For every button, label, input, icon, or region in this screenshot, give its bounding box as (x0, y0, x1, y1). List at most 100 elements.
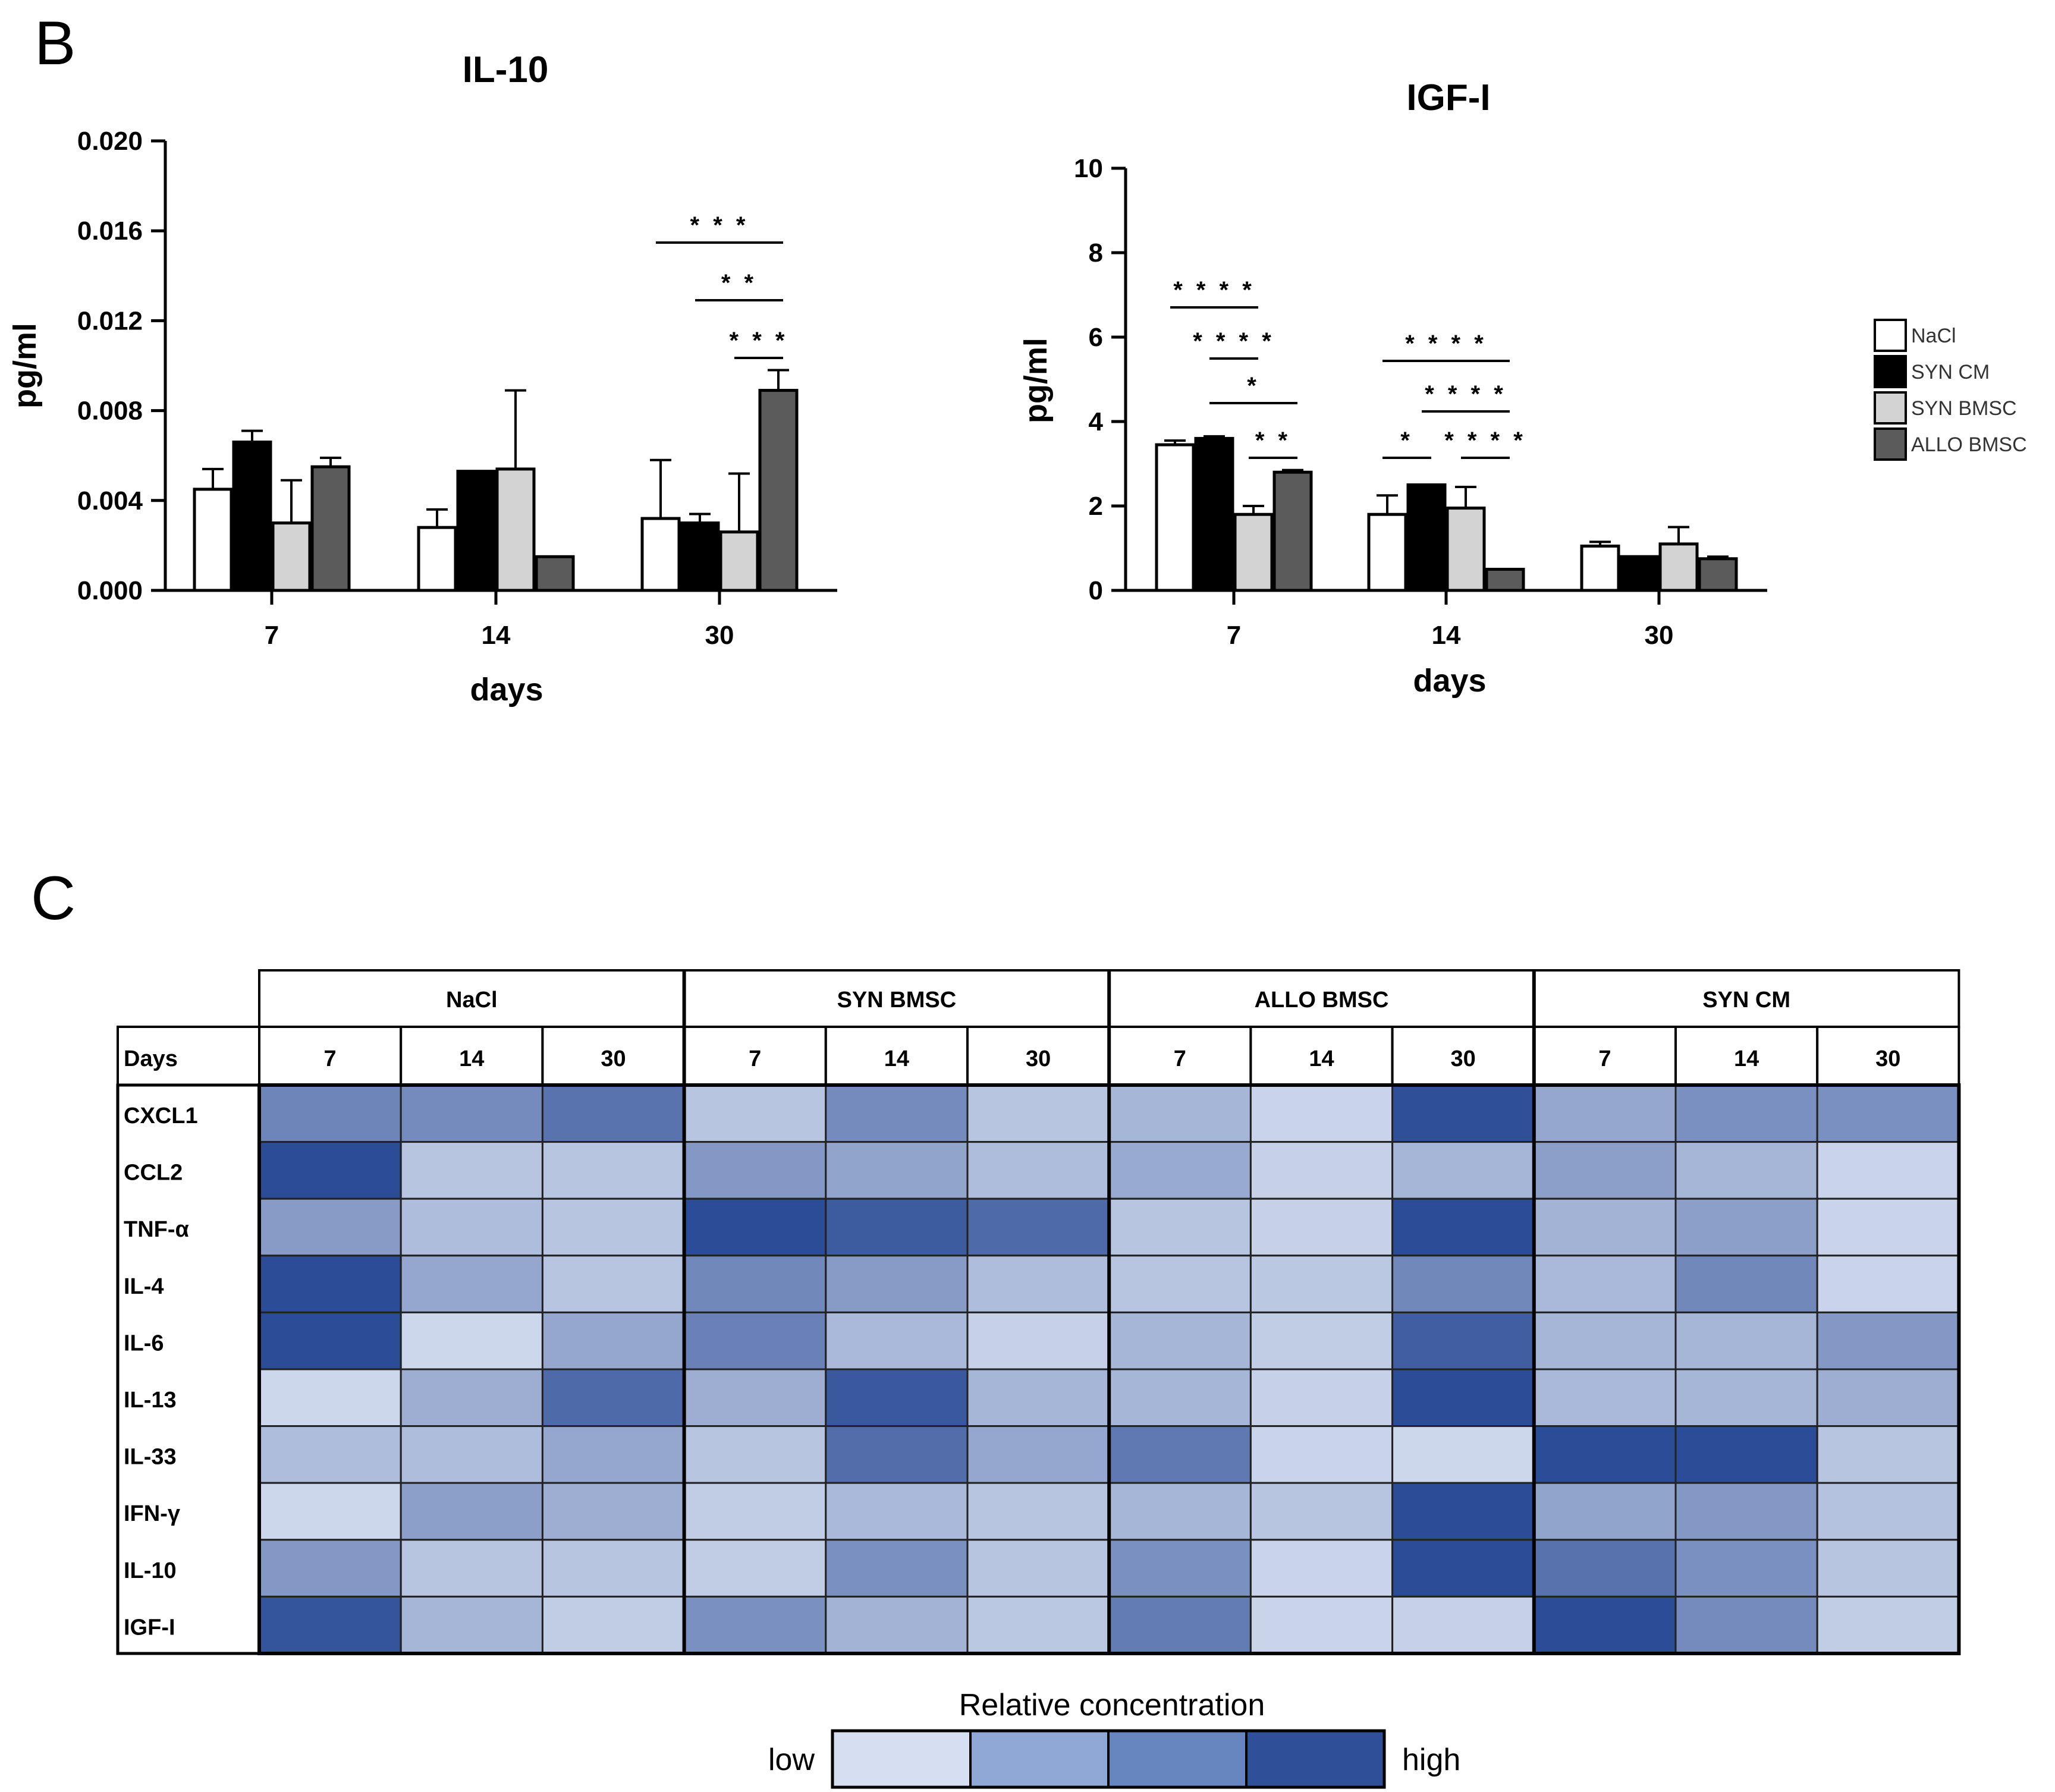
heatmap-cell (400, 1084, 543, 1143)
day-header-cell (1108, 1026, 1252, 1086)
heatmap-cell (1533, 1482, 1677, 1541)
legend-label: SYN BMSC (1911, 397, 2017, 420)
heatmap-cell (1816, 1141, 1960, 1200)
bar-nacl (1580, 544, 1620, 592)
heatmap-cell (683, 1539, 827, 1598)
day-header: 7 (324, 1046, 337, 1071)
group-header-cell (683, 969, 1111, 1028)
y-tick-label: 0.016 (77, 216, 143, 246)
heatmap-cell (966, 1084, 1110, 1143)
heatmap-cell (1816, 1425, 1960, 1484)
heatmap-cell (683, 1482, 827, 1541)
heatmap-cell (1391, 1141, 1535, 1200)
y-tick-label: 0.020 (77, 127, 143, 156)
day-header: 7 (749, 1046, 761, 1071)
day-header: 30 (601, 1046, 626, 1071)
heatmap-cell (966, 1595, 1110, 1655)
heatmap-cell (1533, 1084, 1677, 1143)
heatmap-cell (966, 1311, 1110, 1370)
day-header-cell (1816, 1026, 1960, 1086)
heatmap-cell (825, 1197, 969, 1257)
heatmap-cell (400, 1595, 543, 1655)
bar-nacl (640, 517, 681, 592)
x-tick-label: 30 (705, 621, 734, 650)
significance-label: * * * * (1444, 427, 1526, 454)
heatmap-cell (683, 1368, 827, 1428)
heatmap-cell (1674, 1311, 1818, 1370)
x-tick-label: 30 (1645, 621, 1674, 650)
bar-nacl (1367, 513, 1407, 592)
heatmap-cell (966, 1141, 1110, 1200)
il10-bar-chart: IL-10 pg/ml days 0.000 0.004 0.008 0.012 0.016 0… (7, 49, 837, 708)
heatmap-cell (1249, 1255, 1394, 1313)
bar-allo-bmsc (1698, 557, 1738, 592)
x-axis-label: days (1413, 663, 1486, 699)
heatmap-cell (1674, 1425, 1818, 1484)
bar-syn-cm (1194, 436, 1234, 592)
heatmap-cell (1108, 1539, 1252, 1598)
bar-syn-bmsc (495, 467, 536, 592)
scale-title: Relative concentration (959, 1688, 1265, 1722)
heatmap-cell (1108, 1311, 1252, 1370)
day-header: 14 (1309, 1046, 1334, 1071)
group-header: ALLO BMSC (1255, 988, 1389, 1013)
heatmap-cell (825, 1425, 969, 1484)
scale-swatch (1107, 1730, 1248, 1788)
heatmap-cell (400, 1141, 543, 1200)
heatmap-cell (1816, 1368, 1960, 1428)
heatmap-cell (1249, 1084, 1394, 1143)
significance-label: * (1400, 427, 1413, 454)
significance-label: * * * * (1425, 381, 1507, 407)
heatmap-cell (258, 1539, 402, 1598)
bar-syn-cm (680, 521, 720, 592)
legend: NaCl SYN CM SYN BMSC ALLO BMSC (1874, 319, 2027, 461)
x-tick-label: 7 (1227, 621, 1241, 650)
heatmap-cell (1391, 1255, 1535, 1313)
day-header-cell (683, 1026, 827, 1086)
y-tick-label: 2 (1089, 492, 1103, 521)
bar-allo-bmsc (1272, 470, 1313, 592)
days-label: Days (124, 1046, 178, 1071)
heatmap-cell (400, 1311, 543, 1370)
heatmap-cell (1816, 1311, 1960, 1370)
heatmap-cell (1108, 1255, 1252, 1313)
bar-syn-bmsc (1446, 507, 1486, 592)
group-header: SYN CM (1702, 988, 1790, 1013)
day-header: 30 (1026, 1046, 1051, 1071)
heatmap-cell (966, 1539, 1110, 1598)
heatmap-cell (1816, 1197, 1960, 1257)
heatmap-cell (1674, 1197, 1818, 1257)
heatmap-cell (683, 1255, 827, 1313)
heatmap-cell (541, 1425, 686, 1484)
row-label: IL-10 (124, 1558, 177, 1583)
day-header-cell (541, 1026, 686, 1086)
heatmap-cell (400, 1255, 543, 1313)
legend-swatch (1874, 319, 1907, 352)
heatmap-cell (1533, 1425, 1677, 1484)
heatmap-cell (258, 1197, 402, 1257)
day-header-cell (1674, 1026, 1819, 1086)
chart-title: IGF-I (1406, 77, 1490, 118)
heatmap-cell (1391, 1197, 1535, 1257)
bar-syn-cm (232, 441, 272, 592)
significance-label: * * * (690, 212, 749, 238)
day-header: 30 (1451, 1046, 1476, 1071)
x-axis-label: days (470, 672, 543, 708)
heatmap-cell (1249, 1311, 1394, 1370)
heatmap-cell (1108, 1141, 1252, 1200)
heatmap-cell (541, 1141, 686, 1200)
bar-nacl (1155, 443, 1195, 592)
heatmap-cell (400, 1368, 543, 1428)
heatmap-cell (1816, 1255, 1960, 1313)
heatmap-cell (825, 1482, 969, 1541)
row-label: CXCL1 (124, 1104, 198, 1128)
heatmap-cell (1533, 1197, 1677, 1257)
heatmap-cell (683, 1084, 827, 1143)
heatmap-cell (1533, 1539, 1677, 1598)
heatmap-cell (1674, 1255, 1818, 1313)
y-tick-label: 0.000 (77, 576, 143, 605)
group-header-cell (1108, 969, 1535, 1028)
heatmap-cell (825, 1141, 969, 1200)
scale-low-label: low (768, 1743, 815, 1777)
y-tick-label: 4 (1089, 407, 1104, 436)
